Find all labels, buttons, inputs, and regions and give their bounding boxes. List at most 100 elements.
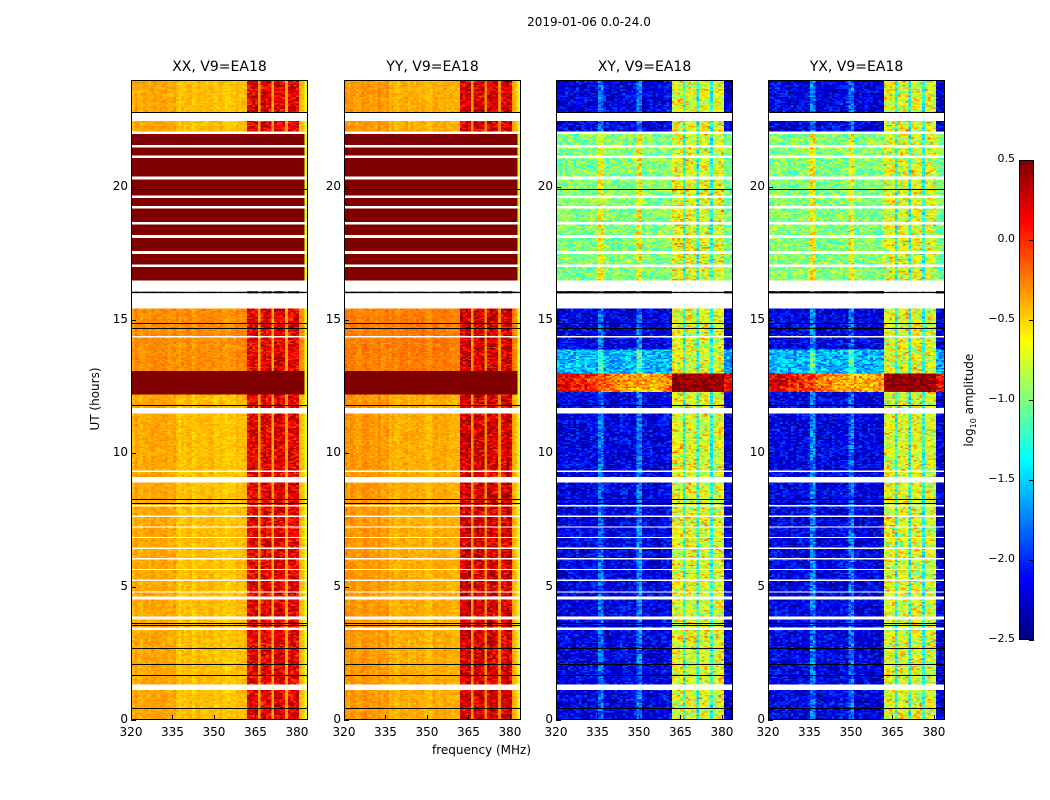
x-tick-label: 350 — [839, 725, 863, 739]
flag-line — [344, 322, 521, 324]
flag-line — [556, 708, 733, 709]
y-axis-label: UT (hours) — [88, 367, 102, 431]
x-tick-label: 365 — [244, 725, 267, 739]
flag-line — [131, 708, 308, 709]
x-tick-label: 365 — [881, 725, 904, 739]
flag-line — [131, 112, 308, 113]
flag-line — [768, 674, 945, 676]
flag-line — [768, 648, 945, 649]
x-tick — [768, 715, 769, 720]
flag-line — [344, 498, 521, 500]
x-tick — [385, 715, 387, 720]
flag-line — [768, 502, 945, 504]
flag-line — [344, 292, 521, 293]
x-tick-label: 320 — [332, 725, 356, 739]
flag-line — [556, 664, 733, 665]
x-tick-label: 335 — [374, 725, 397, 739]
panel-title: YY, V9=EA18 — [386, 59, 479, 75]
heatmap-image — [345, 81, 520, 719]
panel-title: YX, V9=EA18 — [809, 59, 904, 75]
heatmap-image — [132, 81, 307, 719]
y-tick-label: 20 — [749, 178, 765, 193]
flag-line — [131, 648, 308, 649]
flag-line — [344, 189, 521, 191]
y-tick — [768, 453, 773, 455]
colorbar-tick-label: −1.0 — [988, 392, 1015, 405]
flag-line — [556, 648, 733, 649]
y-tick — [344, 186, 349, 188]
colorbar-tick — [1029, 400, 1034, 401]
y-tick-label: 5 — [545, 578, 553, 593]
flag-line — [344, 708, 521, 709]
x-tick-label: 335 — [586, 725, 609, 739]
x-tick — [556, 715, 557, 720]
y-tick-label: 10 — [112, 445, 128, 460]
flag-line — [556, 674, 733, 676]
colorbar-tick-label: −0.5 — [988, 312, 1015, 325]
y-tick-label: 20 — [537, 178, 553, 193]
flag-line — [131, 625, 308, 627]
flag-line — [768, 322, 945, 324]
y-tick-label: 0 — [333, 712, 341, 726]
x-tick — [597, 715, 599, 720]
colorbar-tick-label: −1.5 — [988, 472, 1015, 485]
flag-line — [556, 322, 733, 324]
flag-line — [556, 622, 733, 624]
flag-line — [131, 328, 308, 329]
colorbar-tick — [1029, 480, 1034, 481]
x-tick — [892, 715, 894, 720]
x-tick — [344, 715, 345, 720]
y-tick — [768, 186, 773, 188]
heatmap-image — [557, 81, 732, 719]
y-tick-label: 5 — [120, 578, 128, 593]
flag-line — [344, 648, 521, 649]
y-tick — [556, 320, 561, 321]
heatmap-panel-2 — [344, 80, 521, 720]
flag-line — [556, 498, 733, 500]
y-tick — [768, 720, 773, 721]
x-tick — [933, 715, 935, 720]
flag-line — [556, 328, 733, 329]
flag-line — [768, 328, 945, 329]
y-tick-label: 15 — [325, 312, 341, 326]
y-tick-label: 15 — [112, 312, 128, 326]
flag-line — [556, 189, 733, 191]
flag-line — [344, 664, 521, 665]
x-tick — [680, 715, 682, 720]
flag-line — [768, 625, 945, 627]
flag-line — [131, 189, 308, 191]
colorbar-tick-label: −2.0 — [988, 552, 1015, 565]
heatmap-panel-3 — [556, 80, 733, 720]
y-tick-label: 10 — [537, 445, 553, 460]
heatmap-panel-4 — [768, 80, 945, 720]
y-tick-label: 5 — [333, 578, 341, 593]
colorbar-tick — [1029, 240, 1034, 241]
y-tick — [768, 586, 773, 588]
y-tick-label: 0 — [757, 712, 765, 726]
x-tick — [213, 715, 215, 720]
y-tick — [131, 186, 136, 188]
y-tick — [556, 720, 561, 721]
x-tick — [638, 715, 640, 720]
flag-line — [768, 405, 945, 407]
panel-title: XX, V9=EA18 — [172, 59, 267, 75]
y-tick — [556, 453, 561, 455]
x-tick-label: 335 — [798, 725, 821, 739]
flag-line — [131, 405, 308, 407]
y-tick-label: 5 — [757, 578, 765, 593]
flag-line — [556, 502, 733, 504]
flag-line — [131, 622, 308, 624]
x-axis-label: frequency (MHz) — [432, 743, 532, 757]
flag-line — [768, 622, 945, 624]
flag-line — [131, 664, 308, 665]
x-tick — [131, 715, 132, 720]
flag-line — [768, 189, 945, 191]
y-tick-label: 10 — [749, 445, 765, 460]
y-tick — [131, 453, 136, 455]
heatmap-panel-1 — [131, 80, 308, 720]
y-tick-label: 10 — [325, 445, 341, 460]
x-tick-label: 320 — [119, 725, 143, 739]
x-tick — [255, 715, 257, 720]
y-tick — [344, 720, 349, 721]
